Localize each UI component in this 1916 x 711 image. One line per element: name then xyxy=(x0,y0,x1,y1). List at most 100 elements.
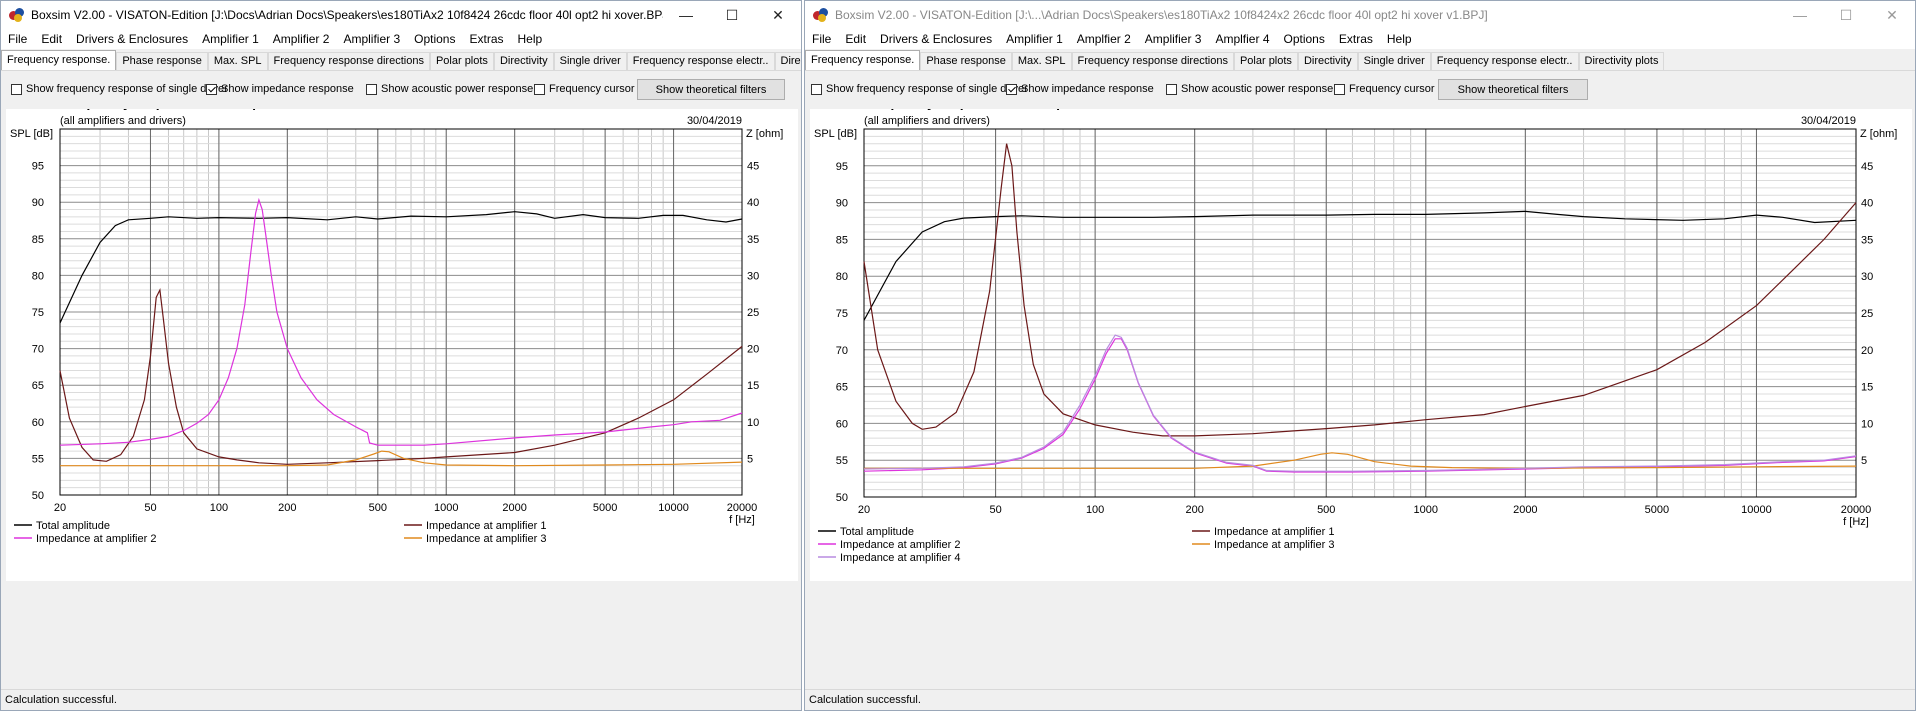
tab[interactable]: Frequency response electr.. xyxy=(1430,52,1579,70)
menu-item[interactable]: Amplifier 3 xyxy=(343,32,401,46)
minimize-button[interactable]: — xyxy=(1777,1,1823,29)
unchecked-box-icon[interactable] xyxy=(11,83,22,95)
tab[interactable]: Polar plots xyxy=(429,52,494,70)
option-checkbox[interactable]: Show frequency response of single driver xyxy=(811,83,1028,95)
tab[interactable]: Phase response xyxy=(116,52,208,70)
menu-item[interactable]: Drivers & Enclosures xyxy=(76,32,189,46)
tab-bar: Frequency response. Phase response Max. SP… xyxy=(805,50,1915,70)
menu-item[interactable]: Amplifier 2 xyxy=(272,32,330,46)
menu-item[interactable]: Help xyxy=(1386,32,1412,46)
unchecked-box-icon[interactable] xyxy=(534,83,545,95)
option-checkbox[interactable]: Show acoustic power response xyxy=(1166,83,1333,95)
y2-axis-label: Z [ohm] xyxy=(1860,128,1897,140)
menu-item[interactable]: File xyxy=(812,32,832,46)
y2-tick-label: 15 xyxy=(747,380,759,392)
option-checkbox[interactable]: Show impedance response xyxy=(1006,83,1154,95)
menu-item[interactable]: Amplifier 1 xyxy=(202,32,259,46)
menu-item[interactable]: Amplifier 1 xyxy=(1006,32,1063,46)
x-axis-label: f [Hz] xyxy=(729,514,755,526)
close-icon: ✕ xyxy=(1886,6,1898,23)
menu-item[interactable]: Extras xyxy=(1338,32,1373,46)
x-tick-label: 2000 xyxy=(1513,504,1537,516)
y-tick-label: 85 xyxy=(32,234,44,246)
x-tick-label: 5000 xyxy=(593,502,617,514)
y-tick-label: 75 xyxy=(32,307,44,319)
menu-item[interactable]: Options xyxy=(414,32,456,46)
title-bar[interactable]: Boxsim V2.00 - VISATON-Edition [J:\...\A… xyxy=(805,1,1915,29)
maximize-button[interactable]: ☐ xyxy=(709,1,755,29)
checked-box-icon[interactable] xyxy=(206,83,217,95)
unchecked-box-icon[interactable] xyxy=(1166,83,1177,95)
chart-title: Frequency response whole speaker xyxy=(864,109,1102,110)
menu-item[interactable]: Help xyxy=(517,32,543,46)
maximize-button[interactable]: ☐ xyxy=(1823,1,1869,29)
tab[interactable]: Single driver xyxy=(1357,52,1431,70)
chart-date: 30/04/2019 xyxy=(1801,115,1856,127)
menu-item[interactable]: Amplifier 3 xyxy=(1144,32,1202,46)
option-label: Show impedance response xyxy=(1021,83,1154,95)
tab[interactable]: Frequency response directions xyxy=(1071,52,1234,70)
y-axis-label: SPL [dB] xyxy=(10,128,53,140)
option-checkbox[interactable]: Show frequency response of single driver xyxy=(11,83,228,95)
menu-item[interactable]: Edit xyxy=(845,32,867,46)
y2-tick-label: 30 xyxy=(1861,271,1873,283)
boxsim-window-1: Boxsim V2.00 - VISATON-Edition [J:\Docs\… xyxy=(0,0,802,711)
tab[interactable]: Phase response xyxy=(920,52,1012,70)
option-label: Show impedance response xyxy=(221,83,354,95)
legend-label: Impedance at amplifier 1 xyxy=(426,520,546,532)
x-tick-label: 100 xyxy=(1086,504,1104,516)
checked-box-icon[interactable] xyxy=(1006,83,1017,95)
y2-tick-label: 15 xyxy=(1861,382,1873,394)
option-checkbox[interactable]: Frequency cursor xyxy=(1334,83,1435,95)
y2-tick-label: 35 xyxy=(1861,234,1873,246)
tab[interactable]: Max. SPL xyxy=(1011,52,1072,70)
legend-label: Impedance at amplifier 4 xyxy=(840,552,960,564)
x-tick-label: 5000 xyxy=(1645,504,1669,516)
boxsim-window-2: Boxsim V2.00 - VISATON-Edition [J:\...\A… xyxy=(804,0,1916,711)
menu-item[interactable]: Extras xyxy=(469,32,504,46)
series-group xyxy=(863,143,1857,473)
y2-tick-label: 30 xyxy=(747,270,759,282)
tab[interactable]: Directivity plots xyxy=(1578,52,1665,70)
close-button[interactable]: ✕ xyxy=(1869,1,1915,29)
tab[interactable]: Directivity xyxy=(493,52,554,70)
plot-frame xyxy=(59,128,743,496)
close-button[interactable]: ✕ xyxy=(755,1,801,29)
menu-item[interactable]: Edit xyxy=(41,32,63,46)
x-tick-label: 50 xyxy=(144,502,156,514)
option-label: Show frequency response of single driver xyxy=(826,83,1028,95)
menu-item[interactable]: Amplfier 2 xyxy=(1076,32,1131,46)
series-line-imp4 xyxy=(863,334,1857,472)
unchecked-box-icon[interactable] xyxy=(811,83,822,95)
menu-item[interactable]: Options xyxy=(1283,32,1325,46)
tab[interactable]: Single driver xyxy=(553,52,627,70)
menu-bar: File Edit Drivers & Enclosures Amplifier 1 A… xyxy=(805,29,1915,49)
x-tick-label: 20 xyxy=(858,504,870,516)
app-icon xyxy=(9,7,25,23)
unchecked-box-icon[interactable] xyxy=(1334,83,1345,95)
tab[interactable]: Max. SPL xyxy=(207,52,268,70)
show-theoretical-filters-button[interactable]: Show theoretical filters xyxy=(1438,79,1588,100)
title-bar[interactable]: Boxsim V2.00 - VISATON-Edition [J:\Docs\… xyxy=(1,1,801,29)
option-checkbox[interactable]: Show impedance response xyxy=(206,83,354,95)
menu-item[interactable]: Amplfier 4 xyxy=(1215,32,1270,46)
menu-item[interactable]: File xyxy=(8,32,28,46)
tab[interactable]: Frequency response. xyxy=(805,50,921,70)
options-bar: Show frequency response of single driver… xyxy=(805,70,1915,111)
option-checkbox[interactable]: Show acoustic power response xyxy=(366,83,533,95)
chart-subtitle: (all amplifiers and drivers) xyxy=(864,115,990,127)
tab[interactable]: Directivity xyxy=(1297,52,1358,70)
tab[interactable]: Frequency response electr.. xyxy=(626,52,775,70)
tab[interactable]: Frequency response directions xyxy=(267,52,430,70)
tab[interactable]: Polar plots xyxy=(1233,52,1298,70)
minimize-button[interactable]: — xyxy=(663,1,709,29)
legend: Total amplitude Impedance at amplifier 1I… xyxy=(14,520,546,545)
option-checkbox[interactable]: Frequency cursor xyxy=(534,83,635,95)
menu-item[interactable]: Drivers & Enclosures xyxy=(880,32,993,46)
maximize-icon: ☐ xyxy=(725,6,739,23)
tab[interactable]: Directivity plots xyxy=(774,52,801,70)
status-bar: Calculation successful. xyxy=(1,689,801,710)
unchecked-box-icon[interactable] xyxy=(366,83,377,95)
show-theoretical-filters-button[interactable]: Show theoretical filters xyxy=(637,79,785,100)
tab[interactable]: Frequency response. xyxy=(1,50,117,70)
